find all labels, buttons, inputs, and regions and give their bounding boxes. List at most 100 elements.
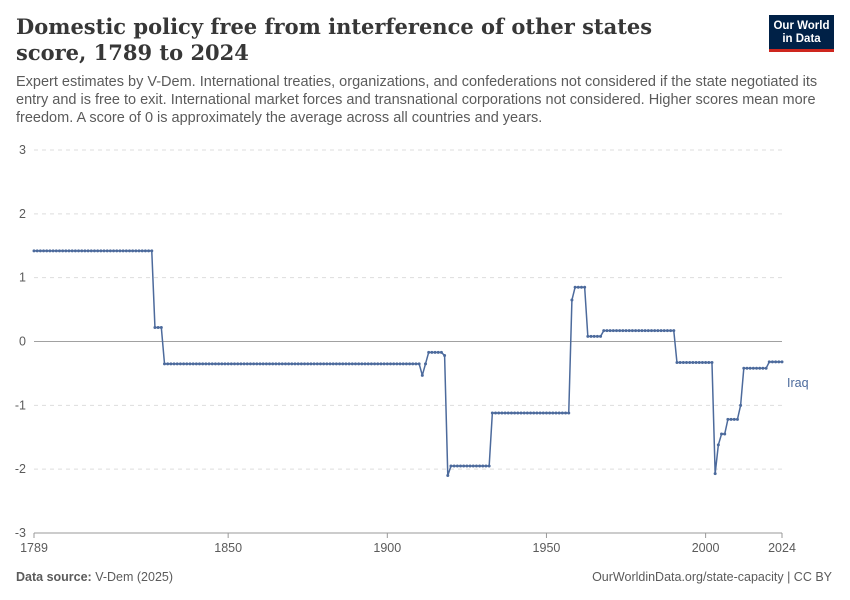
data-point bbox=[147, 249, 151, 253]
data-point bbox=[341, 362, 345, 366]
data-point bbox=[207, 362, 211, 366]
data-point bbox=[764, 366, 768, 370]
data-point bbox=[417, 362, 421, 366]
data-point bbox=[245, 362, 249, 366]
data-point bbox=[303, 362, 307, 366]
data-point bbox=[494, 411, 498, 415]
data-point bbox=[767, 360, 771, 364]
data-point bbox=[592, 334, 596, 338]
data-point bbox=[35, 249, 39, 253]
series-layer: Iraq bbox=[32, 249, 809, 478]
data-point bbox=[274, 362, 278, 366]
data-point bbox=[318, 362, 322, 366]
data-point bbox=[564, 411, 568, 415]
data-point bbox=[70, 249, 74, 253]
data-point bbox=[118, 249, 122, 253]
data-point bbox=[685, 361, 689, 365]
data-point bbox=[586, 334, 590, 338]
data-point bbox=[252, 362, 256, 366]
data-point bbox=[201, 362, 205, 366]
data-point bbox=[411, 362, 415, 366]
data-point bbox=[745, 366, 749, 370]
data-point bbox=[694, 361, 698, 365]
data-point bbox=[67, 249, 71, 253]
data-point bbox=[729, 417, 733, 421]
data-point bbox=[427, 350, 431, 354]
data-point bbox=[541, 411, 545, 415]
data-point bbox=[261, 362, 265, 366]
data-point bbox=[732, 417, 736, 421]
data-point bbox=[159, 325, 163, 329]
data-point bbox=[630, 329, 634, 333]
logo-line-1: Our World bbox=[773, 20, 830, 32]
data-point bbox=[48, 249, 52, 253]
source-label: Data source: bbox=[16, 570, 92, 584]
source-value[interactable]: V-Dem (2025) bbox=[95, 570, 174, 584]
data-point bbox=[614, 329, 618, 333]
data-point bbox=[650, 329, 653, 333]
data-point bbox=[430, 350, 434, 354]
data-point bbox=[325, 362, 329, 366]
data-point bbox=[86, 249, 90, 253]
data-point bbox=[468, 464, 472, 468]
data-point bbox=[490, 411, 494, 415]
data-point bbox=[522, 411, 526, 415]
data-point bbox=[38, 249, 42, 253]
data-point bbox=[570, 298, 574, 302]
data-point bbox=[487, 464, 491, 468]
data-point bbox=[169, 362, 173, 366]
data-point bbox=[296, 362, 300, 366]
data-point bbox=[156, 325, 160, 329]
data-point bbox=[229, 362, 233, 366]
footer-url[interactable]: OurWorldinData.org/state-capacity | CC B… bbox=[592, 570, 832, 584]
data-point bbox=[369, 362, 373, 366]
data-point bbox=[621, 329, 625, 333]
data-point bbox=[331, 362, 335, 366]
owid-logo[interactable]: Our World in Data bbox=[769, 15, 834, 52]
data-point bbox=[484, 464, 488, 468]
data-point bbox=[140, 249, 144, 253]
data-point bbox=[131, 249, 135, 253]
data-point bbox=[506, 411, 510, 415]
data-point bbox=[503, 411, 507, 415]
data-point bbox=[735, 417, 739, 421]
data-point bbox=[433, 350, 437, 354]
y-tick-label: 3 bbox=[19, 143, 26, 157]
data-point bbox=[217, 362, 221, 366]
data-point bbox=[627, 329, 631, 333]
data-point bbox=[398, 362, 402, 366]
data-point bbox=[414, 362, 418, 366]
data-point bbox=[99, 249, 103, 253]
data-point bbox=[513, 411, 517, 415]
data-point bbox=[338, 362, 342, 366]
data-point bbox=[42, 249, 46, 253]
data-point bbox=[204, 362, 208, 366]
x-tick-label: 2024 bbox=[768, 541, 796, 555]
data-point bbox=[293, 362, 297, 366]
data-point bbox=[669, 329, 673, 333]
data-point bbox=[478, 464, 482, 468]
data-point bbox=[662, 329, 666, 333]
data-point bbox=[376, 362, 380, 366]
data-point bbox=[551, 411, 555, 415]
data-point bbox=[579, 285, 583, 289]
data-point bbox=[210, 362, 214, 366]
data-point bbox=[424, 362, 428, 366]
data-point bbox=[704, 361, 708, 365]
data-point bbox=[309, 362, 313, 366]
x-tick-label: 2000 bbox=[692, 541, 720, 555]
data-point bbox=[723, 432, 727, 436]
data-point bbox=[525, 411, 529, 415]
data-point bbox=[420, 373, 424, 377]
data-point bbox=[700, 361, 704, 365]
data-point bbox=[223, 362, 227, 366]
data-point bbox=[707, 361, 711, 365]
data-point bbox=[392, 362, 396, 366]
data-point bbox=[353, 362, 357, 366]
y-tick-label: 1 bbox=[19, 271, 26, 285]
y-tick-label: -3 bbox=[15, 526, 26, 540]
data-point bbox=[344, 362, 348, 366]
data-point bbox=[315, 362, 319, 366]
